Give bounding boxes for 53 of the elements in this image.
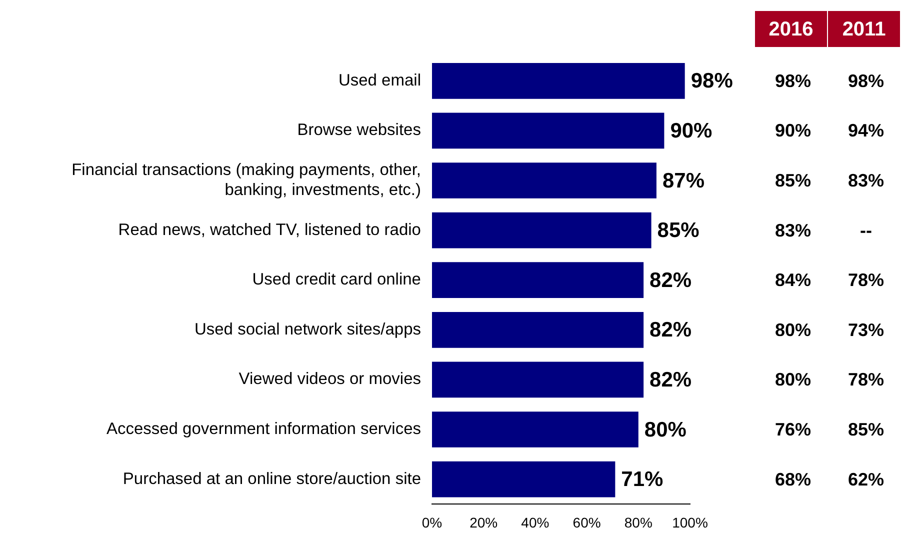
- text: 78%: [848, 370, 884, 390]
- text: 80%: [774, 320, 812, 340]
- y-tick-label: Viewed videos or movies: [238, 370, 421, 388]
- x-tick-label: 0%: [422, 514, 442, 530]
- x-tick-label: 40%: [521, 514, 550, 530]
- text: 83%: [848, 170, 884, 190]
- text: 68%: [774, 469, 812, 490]
- bar: [432, 112, 664, 149]
- text: 73%: [848, 320, 884, 340]
- y-tick-label: Browse websites: [297, 121, 421, 140]
- text: 94%: [848, 120, 884, 141]
- bar: [432, 162, 656, 198]
- data-label: 87%: [662, 169, 705, 192]
- data-label: 80%: [644, 418, 687, 442]
- x-tick-label: 80%: [624, 514, 652, 530]
- data-label: 82%: [650, 268, 692, 292]
- text: 76%: [774, 419, 812, 440]
- x-tick-label: 60%: [572, 514, 601, 530]
- x-tick-label: 20%: [470, 514, 498, 530]
- text: 85%: [774, 170, 812, 190]
- text: 78%: [848, 270, 884, 290]
- text: 98%: [848, 70, 884, 91]
- text: 2016: [768, 18, 814, 41]
- data-label: 98%: [690, 70, 734, 93]
- y-tick-label: Financial transactions (making payments, other, banking, investments, etc.): [72, 161, 421, 199]
- y-tick-label: Purchased at an online store/auction site: [122, 470, 421, 488]
- bar: [432, 262, 644, 298]
- data-label: 82%: [650, 318, 692, 342]
- bar: [432, 362, 644, 398]
- bar: [432, 461, 616, 498]
- x-tick-label: 100%: [672, 514, 708, 530]
- y-tick-label: Used email: [338, 71, 421, 90]
- data-label: 85%: [657, 219, 700, 242]
- data-label: 82%: [650, 368, 692, 392]
- y-tick-label: Accessed government information services: [106, 420, 421, 438]
- bar: [432, 212, 652, 248]
- text: 83%: [774, 220, 812, 240]
- text: --: [860, 220, 872, 240]
- y-tick-label: Read news, watched TV, listened to radio: [118, 220, 421, 239]
- y-tick-label: Used social network sites/apps: [194, 320, 421, 338]
- text: 98%: [774, 70, 812, 91]
- y-tick-label: Used credit card online: [252, 270, 421, 289]
- text: 80%: [774, 370, 812, 390]
- data-label: 90%: [670, 119, 713, 142]
- text: 62%: [848, 469, 884, 490]
- bar: [432, 62, 685, 99]
- bar: [432, 312, 644, 348]
- text: 2011: [842, 18, 886, 41]
- text: 85%: [848, 419, 884, 440]
- data-label: 71%: [621, 468, 664, 492]
- bar: [432, 412, 638, 448]
- text: 90%: [774, 120, 812, 141]
- text: 84%: [774, 270, 812, 290]
